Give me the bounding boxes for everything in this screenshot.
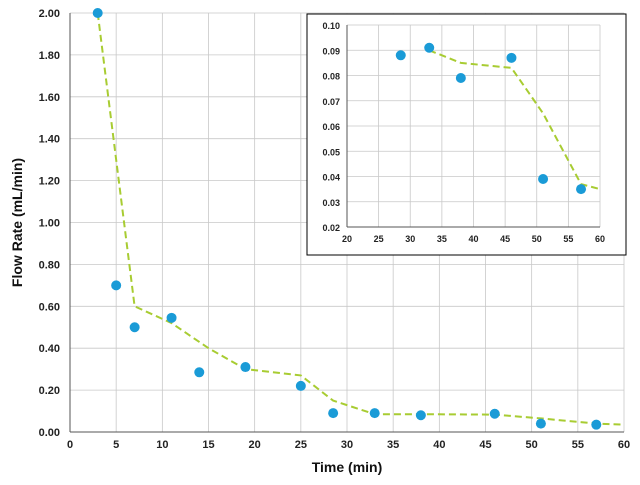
inset-y-tick-label: 0.09 [322, 46, 340, 56]
inset-y-tick-label: 0.04 [322, 173, 340, 183]
inset-data-point [538, 174, 549, 185]
main-x-tick-label: 0 [67, 439, 73, 451]
main-y-tick-label: 0.00 [39, 427, 60, 439]
inset-data-point [424, 42, 435, 53]
inset-y-tick-label: 0.06 [322, 122, 340, 132]
main-y-tick-label: 2.00 [39, 8, 60, 20]
main-y-tick-label: 1.40 [39, 134, 60, 146]
inset-y-tick-label: 0.08 [322, 72, 340, 82]
inset-plot: 20 25 30 35 40 45 50 55 60 0.02 0.03 0.04 0.05 0.06 0.… [306, 13, 627, 256]
main-data-point [415, 410, 426, 421]
inset-y-tick-label: 0.02 [322, 223, 340, 233]
inset-data-point [576, 184, 587, 195]
inset-y-tick-label: 0.03 [322, 198, 340, 208]
inset-x-tick-label: 60 [595, 234, 605, 244]
main-data-point [129, 322, 140, 333]
main-y-tick-label: 0.40 [39, 343, 60, 355]
main-y-tick-label: 0.20 [39, 385, 60, 397]
main-x-tick-label: 10 [156, 439, 168, 451]
inset-frame [306, 13, 627, 256]
main-y-axis-title: Flow Rate (mL/min) [9, 158, 25, 287]
main-data-point [111, 280, 122, 291]
inset-trend-line [428, 49, 601, 191]
main-data-point [535, 418, 546, 429]
main-x-axis-title: Time (min) [312, 459, 383, 475]
inset-data-point [395, 50, 406, 61]
main-x-tick-label: 25 [295, 439, 307, 451]
main-trend-line [96, 12, 625, 426]
main-data-point [166, 312, 177, 323]
main-x-tick-label: 50 [526, 439, 538, 451]
inset-x-tick-label: 20 [342, 234, 352, 244]
inset-x-tick-label: 40 [468, 234, 478, 244]
inset-data-point [455, 73, 466, 84]
inset-x-tick-label: 45 [500, 234, 510, 244]
main-data-point [295, 380, 306, 391]
main-x-tick-label: 60 [618, 439, 630, 451]
main-data-point [92, 8, 103, 18]
inset-x-tick-label: 55 [563, 234, 573, 244]
main-y-tick-label: 1.60 [39, 92, 60, 104]
main-y-tick-label: 0.80 [39, 259, 60, 271]
inset-y-tick-label: 0.05 [322, 147, 340, 157]
main-x-tick-label: 20 [249, 439, 261, 451]
main-x-tick-label: 55 [572, 439, 584, 451]
main-y-tick-label: 0.60 [39, 301, 60, 313]
main-x-tick-label: 5 [113, 439, 119, 451]
main-data-point [240, 362, 251, 373]
inset-x-tick-label: 35 [437, 234, 447, 244]
inset-x-tick-label: 30 [405, 234, 415, 244]
main-y-tick-label: 1.80 [39, 50, 60, 62]
inset-data-point [506, 52, 517, 63]
main-y-tick-label: 1.20 [39, 176, 60, 188]
inset-x-tick-label: 25 [374, 234, 384, 244]
inset-y-tick-label: 0.07 [322, 97, 340, 107]
main-data-point [194, 367, 205, 378]
inset-y-tick-label: 0.10 [322, 21, 340, 31]
main-y-tick-label: 1.00 [39, 218, 60, 230]
main-x-tick-label: 45 [479, 439, 491, 451]
main-data-point [591, 419, 602, 430]
main-data-point [328, 408, 339, 419]
main-data-point [489, 408, 500, 419]
main-data-point [369, 408, 380, 419]
main-x-tick-label: 30 [341, 439, 353, 451]
main-x-tick-label: 15 [202, 439, 214, 451]
inset-x-tick-label: 50 [532, 234, 542, 244]
main-x-tick-label: 40 [433, 439, 445, 451]
main-x-tick-label: 35 [387, 439, 399, 451]
